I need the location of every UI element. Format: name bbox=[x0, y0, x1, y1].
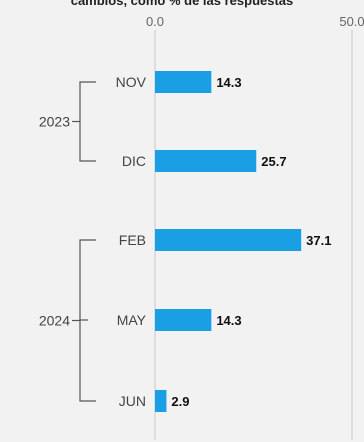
year-label: 2024 bbox=[39, 313, 70, 329]
year-bracket bbox=[79, 81, 96, 162]
x-tick-label: 0.0 bbox=[146, 14, 164, 29]
category-label: JUN bbox=[119, 393, 146, 409]
bar bbox=[155, 390, 167, 412]
value-label: 37.1 bbox=[306, 233, 331, 248]
chart-title: cambios, como % de las respuestas bbox=[70, 0, 294, 8]
year-label: 2023 bbox=[39, 114, 70, 130]
bar bbox=[155, 309, 212, 331]
category-label: MAY bbox=[117, 312, 147, 328]
x-tick-label: 50.0 bbox=[339, 14, 364, 29]
value-label: 14.3 bbox=[216, 313, 241, 328]
value-label: 25.7 bbox=[261, 154, 286, 169]
value-label: 14.3 bbox=[216, 75, 241, 90]
bar bbox=[155, 150, 257, 172]
value-label: 2.9 bbox=[171, 394, 189, 409]
bar bbox=[155, 71, 212, 93]
category-label: FEB bbox=[119, 232, 146, 248]
category-label: NOV bbox=[116, 74, 147, 90]
category-label: DIC bbox=[122, 153, 146, 169]
bar bbox=[155, 229, 302, 251]
